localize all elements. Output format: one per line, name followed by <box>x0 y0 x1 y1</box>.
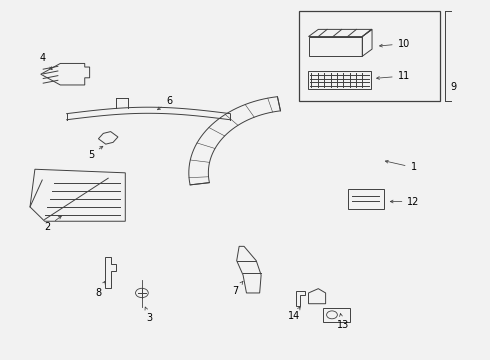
Text: 8: 8 <box>96 281 105 298</box>
Text: 11: 11 <box>377 71 410 81</box>
Text: 12: 12 <box>391 197 420 207</box>
Text: 6: 6 <box>158 96 172 110</box>
Text: 1: 1 <box>385 160 416 172</box>
Text: 7: 7 <box>232 281 243 296</box>
Text: 2: 2 <box>44 216 61 231</box>
Text: 13: 13 <box>337 314 349 330</box>
Bar <box>299 12 441 101</box>
Text: 5: 5 <box>88 146 103 160</box>
Text: 10: 10 <box>380 39 410 49</box>
Text: 9: 9 <box>450 82 456 92</box>
Text: 3: 3 <box>145 307 153 323</box>
Text: 4: 4 <box>39 53 52 69</box>
Text: 14: 14 <box>288 307 300 321</box>
